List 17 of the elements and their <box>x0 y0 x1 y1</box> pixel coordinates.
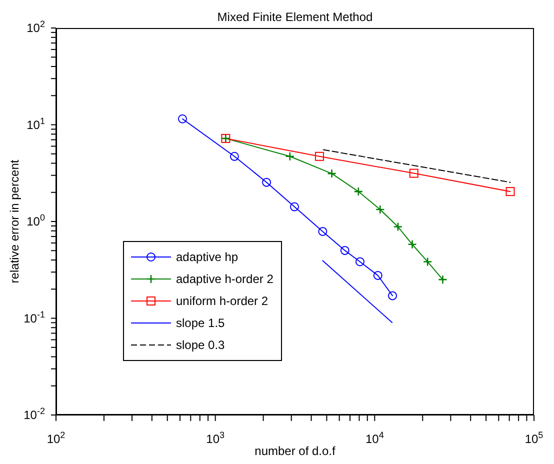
x-axis-title: number of d.o.f <box>254 444 336 458</box>
x-tick-label: 10$^{4}$ <box>365 430 384 446</box>
legend-label: adaptive h-order 2 <box>176 272 274 286</box>
x-tick-label: 10$^{5}$ <box>524 430 544 446</box>
chart-title: Mixed Finite Element Method <box>216 10 374 24</box>
x-tick-label: 10$^{3}$ <box>206 430 225 446</box>
y-tick-label: 10$^{2}$ <box>26 19 45 35</box>
y-tick-label: 10$^{-2}$ <box>24 406 45 422</box>
legend-label: slope 1.5 <box>176 316 225 330</box>
y-tick-label: 10$^{1}$ <box>26 116 45 132</box>
y-tick-label: 10$^{0}$ <box>26 212 45 228</box>
y-tick-label: 10$^{-1}$ <box>24 309 45 326</box>
x-tick-label: 10$^{2}$ <box>46 430 66 446</box>
legend-label: uniform h-order 2 <box>176 294 268 308</box>
y-axis-title: relative error in percent <box>7 159 22 284</box>
legend-label: adaptive hp <box>176 250 238 264</box>
legend-label: slope 0.3 <box>176 338 225 352</box>
